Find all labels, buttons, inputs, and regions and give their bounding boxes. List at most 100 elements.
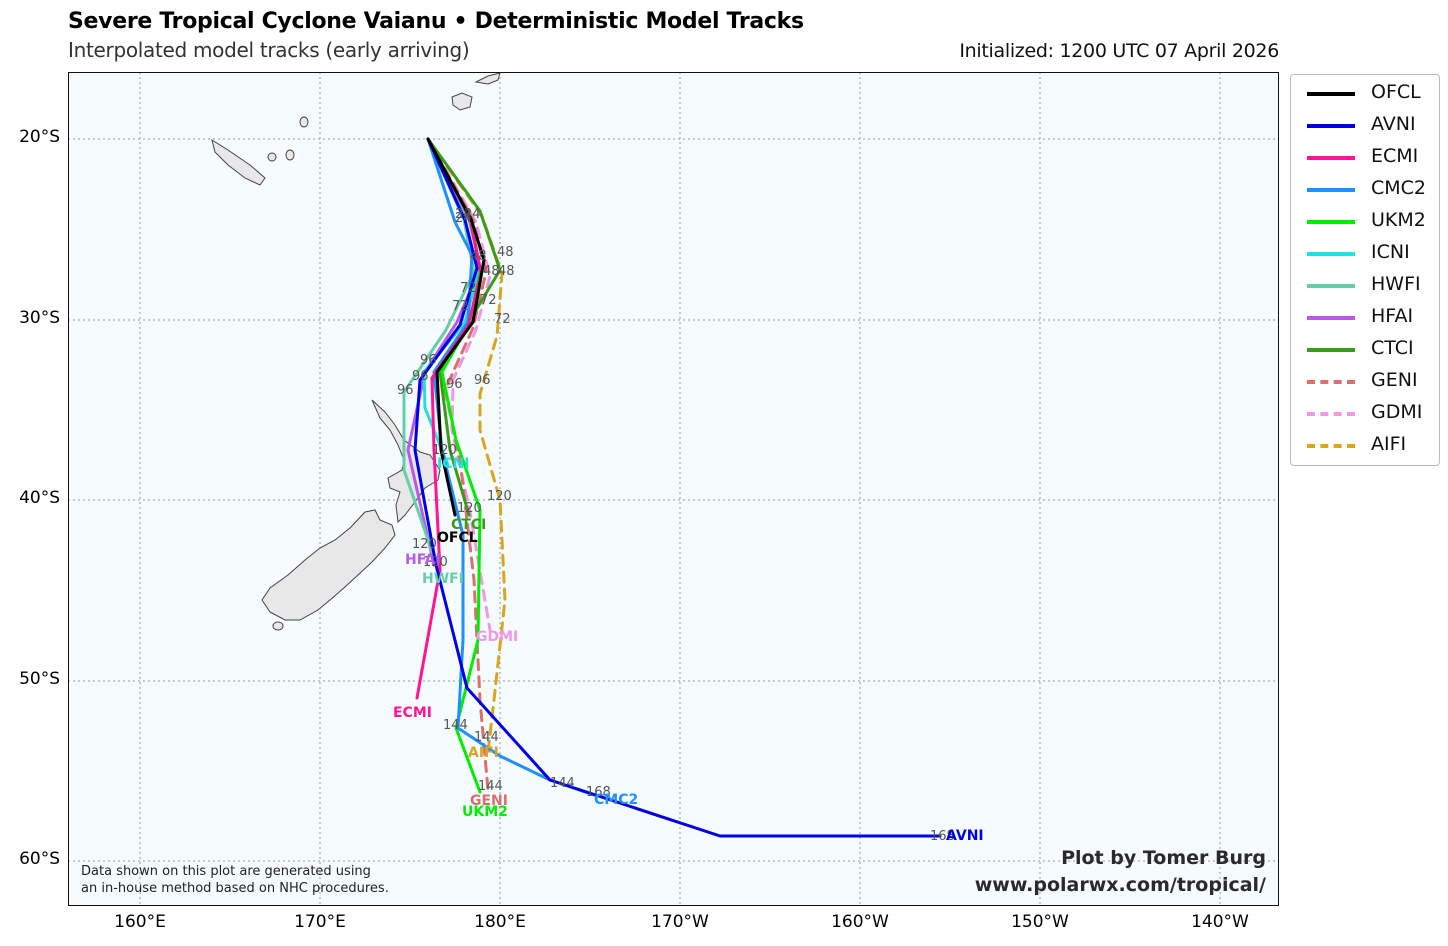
x-tick-label: 160°W (831, 912, 889, 932)
x-tick-label: 150°W (1011, 912, 1069, 932)
svg-text:48: 48 (483, 264, 500, 279)
svg-text:168: 168 (586, 785, 611, 800)
track-cmc2 (426, 137, 595, 796)
line-swatch-icon (1307, 348, 1355, 352)
svg-text:96: 96 (412, 369, 429, 384)
svg-text:ICNI: ICNI (437, 456, 469, 472)
svg-text:UKM2: UKM2 (462, 804, 508, 820)
svg-text:72: 72 (480, 293, 497, 308)
svg-text:120: 120 (412, 537, 437, 552)
legend-item-geni: GENI (1299, 365, 1439, 397)
svg-text:168: 168 (930, 829, 955, 844)
vanuatu-island (285, 149, 294, 160)
svg-text:AVNI: AVNI (946, 828, 984, 844)
line-swatch-icon (1307, 284, 1355, 288)
svg-text:144: 144 (443, 718, 468, 733)
svg-text:96: 96 (446, 377, 463, 392)
svg-text:120: 120 (423, 555, 448, 570)
legend: OFCL AVNI ECMI CMC2 UKM2 ICNI HWFI HFAI … (1290, 74, 1440, 466)
y-tick-label: 30°S (19, 308, 60, 328)
x-tick-label: 160°E (114, 912, 166, 932)
legend-label: HWFI (1371, 273, 1421, 295)
stewart-island (272, 621, 283, 630)
svg-text:72: 72 (460, 281, 477, 296)
svg-text:120: 120 (457, 501, 482, 516)
legend-label: HFAI (1371, 305, 1414, 327)
svg-text:HFAI: HFAI (405, 552, 441, 568)
svg-text:144: 144 (550, 776, 575, 791)
legend-label: ICNI (1371, 241, 1410, 263)
line-swatch-icon (1307, 316, 1355, 320)
y-tick-label: 20°S (19, 127, 60, 147)
gridlines (69, 73, 1278, 905)
landmasses (210, 73, 500, 630)
model-end-labels: ICNI CTCI OFCL HFAI HWFI GDMI ECMI AIFI … (393, 456, 984, 844)
legend-item-ctci: CTCI (1299, 333, 1439, 365)
legend-item-cmc2: CMC2 (1299, 173, 1439, 205)
legend-label: GENI (1371, 369, 1418, 391)
line-swatch-icon (1307, 220, 1355, 224)
svg-text:AIFI: AIFI (468, 745, 499, 761)
svg-text:48: 48 (498, 264, 515, 279)
svg-text:120: 120 (432, 443, 457, 458)
svg-text:GENI: GENI (470, 793, 508, 809)
legend-label: OFCL (1371, 81, 1421, 103)
svg-text:96: 96 (420, 353, 437, 368)
legend-label: CMC2 (1371, 177, 1427, 199)
svg-text:48: 48 (470, 249, 487, 264)
line-swatch-icon (1307, 252, 1355, 256)
y-tick-label: 60°S (19, 849, 60, 869)
line-swatch-icon (1307, 188, 1355, 192)
credit-url: www.polarwx.com/tropical/ (974, 874, 1266, 896)
disclaimer-line-2: an in-house method based on NHC procedur… (81, 881, 389, 896)
vanuatu-island (267, 152, 276, 161)
legend-item-ofcl: OFCL (1299, 77, 1439, 109)
plot-credit: Plot by Tomer Burg www.polarwx.com/tropi… (975, 845, 1266, 899)
dashed-line-swatch-icon (1307, 444, 1355, 448)
legend-item-hfai: HFAI (1299, 301, 1439, 333)
legend-label: ECMI (1371, 145, 1419, 167)
new-caledonia (210, 138, 266, 186)
x-tick-label: 170°W (651, 912, 709, 932)
legend-label: CTCI (1371, 337, 1414, 359)
svg-text:ECMI: ECMI (393, 705, 432, 721)
y-tick-label: 50°S (19, 669, 60, 689)
map-plot-area: 24 24 24 48 48 48 48 72 72 72 72 96 96 96 96 96 120 1… (68, 72, 1279, 906)
x-tick-label: 170°E (294, 912, 346, 932)
chart-title: Severe Tropical Cyclone Vaianu • Determi… (68, 9, 804, 34)
svg-text:72: 72 (494, 312, 511, 327)
x-tick-label: 180°E (474, 912, 526, 932)
svg-text:24: 24 (455, 207, 472, 222)
fiji-vanua-levu (473, 73, 500, 85)
dashed-line-swatch-icon (1307, 412, 1355, 416)
line-swatch-icon (1307, 124, 1355, 128)
track-avni (413, 137, 941, 837)
credit-author: Plot by Tomer Burg (1061, 847, 1266, 869)
track-gdmi (426, 137, 491, 631)
y-tick-label: 40°S (19, 488, 60, 508)
track-ofcl (426, 137, 485, 516)
legend-item-hwfi: HWFI (1299, 269, 1439, 301)
legend-item-ecmi: ECMI (1299, 141, 1439, 173)
legend-item-icni: ICNI (1299, 237, 1439, 269)
model-tracks (402, 137, 941, 837)
x-tick-label: 140°W (1191, 912, 1249, 932)
svg-text:96: 96 (474, 373, 491, 388)
vanuatu-island (299, 116, 308, 127)
svg-text:144: 144 (474, 730, 499, 745)
line-swatch-icon (1307, 156, 1355, 160)
legend-label: GDMI (1371, 401, 1423, 423)
chart-subtitle: Interpolated model tracks (early arrivin… (68, 38, 470, 62)
fiji-viti-levu (450, 91, 473, 111)
legend-item-ukm2: UKM2 (1299, 205, 1439, 237)
legend-item-aifi: AIFI (1299, 429, 1439, 461)
svg-text:CTCI: CTCI (451, 517, 486, 533)
line-swatch-icon (1307, 92, 1355, 96)
svg-text:HWFI: HWFI (422, 571, 464, 587)
svg-text:120: 120 (487, 489, 512, 504)
svg-text:144: 144 (478, 779, 503, 794)
new-zealand-south-island (260, 508, 396, 620)
legend-label: UKM2 (1371, 209, 1426, 231)
